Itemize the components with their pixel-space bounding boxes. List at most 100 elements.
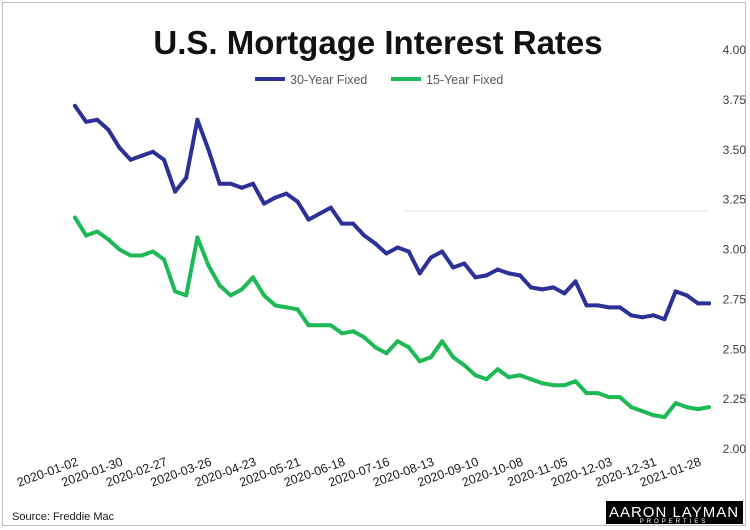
- data-point: [506, 271, 511, 276]
- data-point: [150, 249, 155, 254]
- data-point: [184, 175, 189, 180]
- series-line-30-year-fixed: [73, 103, 711, 322]
- data-point: [684, 405, 689, 410]
- data-point: [195, 117, 200, 122]
- data-point: [562, 291, 567, 296]
- data-point: [328, 323, 333, 328]
- y-axis: 4.00 3.75 3.50 3.25 3.00 2.75 2.50 2.25 2.00: [723, 43, 747, 456]
- data-point: [395, 245, 400, 250]
- data-point: [295, 307, 300, 312]
- y-tick-label: 3.75: [723, 93, 747, 107]
- data-point: [239, 185, 244, 190]
- brand-logo: AARON LAYMAN PROPERTIES: [606, 501, 743, 525]
- data-point: [139, 253, 144, 258]
- data-point: [373, 345, 378, 350]
- data-point: [262, 293, 267, 298]
- data-point: [317, 323, 322, 328]
- series-layer: [73, 103, 711, 420]
- data-point: [662, 415, 667, 420]
- data-point: [73, 215, 77, 220]
- data-point: [495, 267, 500, 272]
- data-point: [517, 273, 522, 278]
- data-point: [139, 153, 144, 158]
- data-point: [440, 339, 445, 344]
- data-point: [618, 305, 622, 310]
- data-point: [306, 323, 311, 328]
- data-point: [529, 377, 533, 382]
- chart-canvas: U.S. Mortgage Interest Rates 30-Year Fix…: [12, 24, 747, 525]
- data-point: [106, 127, 111, 132]
- data-point: [73, 103, 77, 108]
- data-point: [328, 205, 333, 210]
- data-point: [95, 117, 100, 122]
- data-point: [228, 181, 233, 186]
- data-point: [84, 233, 89, 238]
- data-point: [162, 257, 166, 262]
- data-point: [284, 191, 289, 196]
- data-point: [362, 233, 367, 238]
- series-line-15-year-fixed: [73, 215, 711, 420]
- data-point: [540, 381, 545, 386]
- data-point: [540, 287, 545, 292]
- data-point: [339, 221, 344, 226]
- data-point: [384, 351, 389, 356]
- data-point: [251, 275, 255, 280]
- data-point: [128, 253, 133, 258]
- data-point: [695, 407, 700, 412]
- data-point: [173, 189, 178, 194]
- data-point: [584, 303, 589, 308]
- data-point: [206, 263, 211, 268]
- svg-text:PROPERTIES: PROPERTIES: [640, 519, 709, 525]
- data-point: [195, 235, 200, 240]
- data-point: [128, 157, 133, 162]
- y-tick-label: 2.00: [723, 442, 747, 456]
- data-point: [462, 261, 467, 266]
- data-point: [629, 405, 634, 410]
- data-point: [384, 251, 389, 256]
- x-axis: 2020-01-022020-01-302020-02-272020-03-26…: [15, 455, 703, 490]
- data-point: [573, 379, 578, 384]
- data-point: [606, 395, 611, 400]
- data-point: [84, 119, 89, 124]
- data-point: [573, 279, 578, 284]
- data-point: [417, 359, 422, 364]
- data-point: [506, 375, 511, 380]
- data-point: [707, 301, 711, 306]
- data-point: [173, 289, 178, 294]
- data-point: [262, 201, 267, 206]
- data-point: [351, 329, 356, 334]
- data-point: [406, 345, 411, 350]
- data-point: [339, 331, 344, 336]
- data-point: [451, 265, 456, 270]
- data-point: [618, 395, 622, 400]
- data-point: [684, 293, 689, 298]
- data-point: [662, 317, 667, 322]
- data-point: [606, 305, 611, 310]
- data-point: [551, 383, 556, 388]
- data-point: [117, 145, 122, 150]
- legend-label-15-year: 15-Year Fixed: [426, 73, 503, 87]
- data-point: [150, 149, 155, 154]
- data-point: [673, 401, 678, 406]
- data-point: [473, 373, 478, 378]
- data-point: [595, 303, 600, 308]
- data-point: [595, 391, 600, 396]
- data-point: [295, 199, 300, 204]
- data-point: [651, 313, 656, 318]
- data-point: [117, 247, 122, 252]
- data-point: [217, 283, 222, 288]
- data-point: [640, 409, 645, 414]
- data-point: [284, 305, 289, 310]
- data-point: [239, 287, 244, 292]
- data-point: [162, 157, 166, 162]
- data-point: [673, 289, 678, 294]
- data-point: [351, 221, 356, 226]
- y-tick-label: 3.50: [723, 143, 747, 157]
- data-point: [273, 303, 278, 308]
- data-point: [428, 255, 433, 260]
- data-point: [551, 285, 556, 290]
- data-point: [217, 181, 222, 186]
- y-tick-label: 3.00: [723, 243, 747, 257]
- y-tick-label: 3.25: [723, 193, 747, 207]
- data-point: [395, 339, 400, 344]
